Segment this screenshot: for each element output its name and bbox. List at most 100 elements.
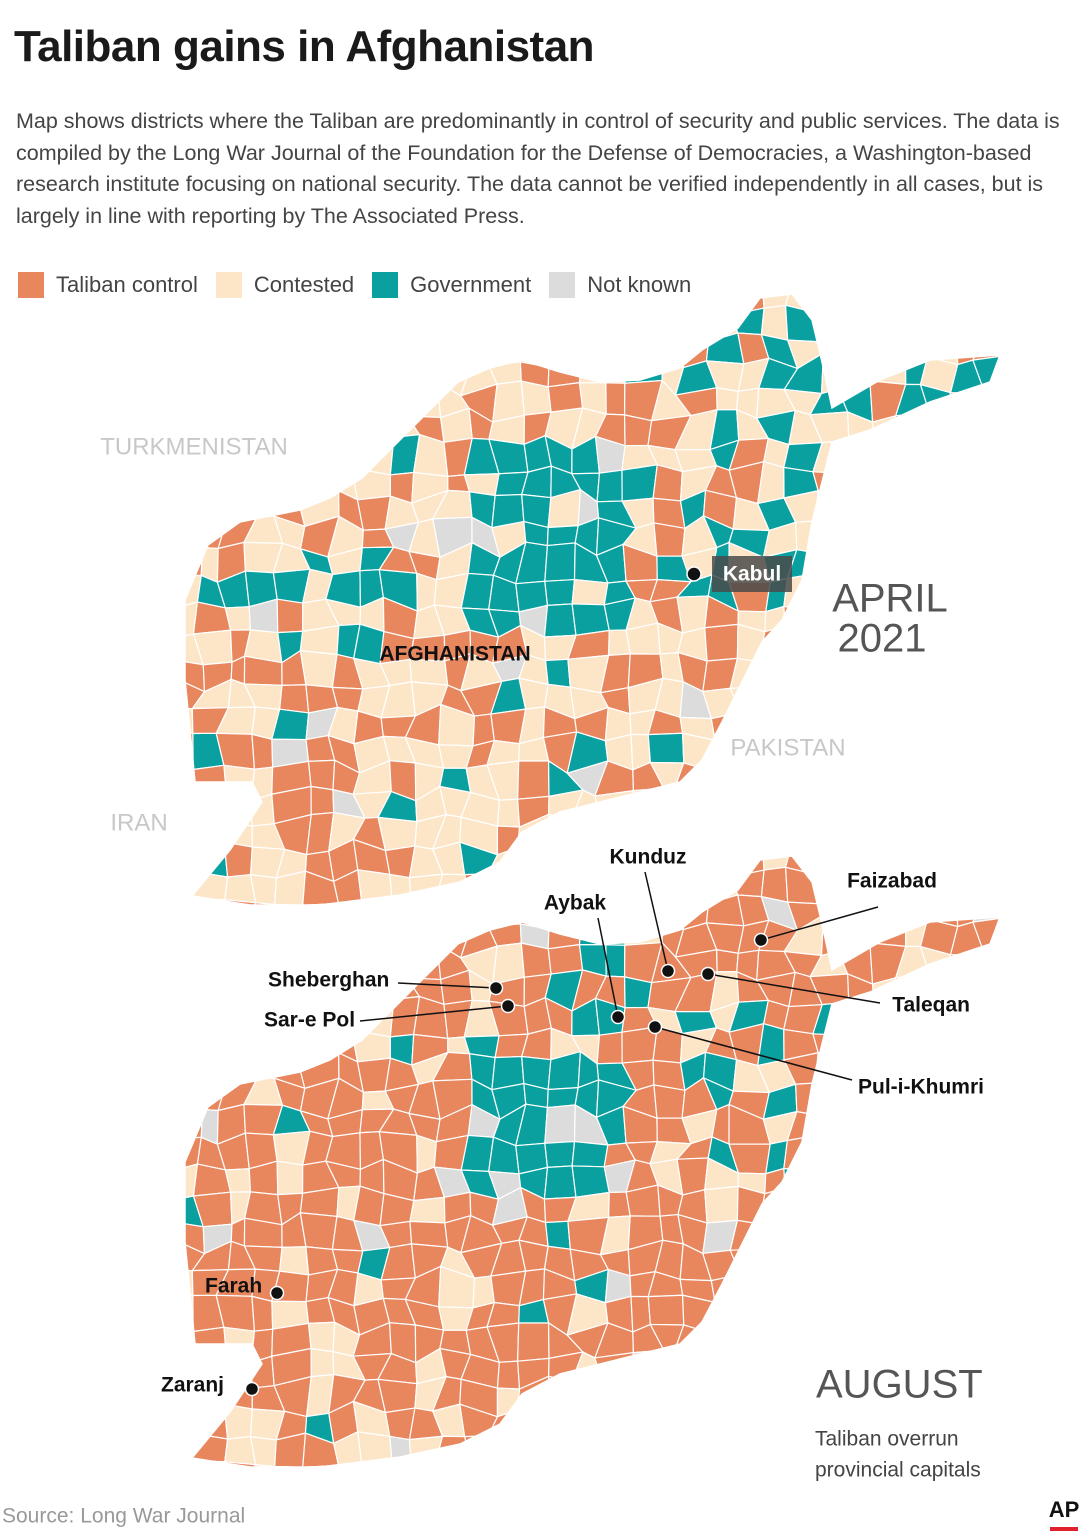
district: [974, 1189, 1000, 1228]
district: [900, 1267, 931, 1306]
district: [275, 460, 299, 502]
district: [544, 542, 576, 582]
district: [185, 1292, 194, 1333]
district: [946, 1270, 981, 1300]
district: [764, 816, 795, 847]
district: [629, 787, 665, 828]
district: [998, 653, 1000, 689]
district: [543, 1165, 577, 1200]
district: [976, 760, 1000, 793]
district: [571, 1485, 601, 1525]
district: [327, 413, 361, 445]
district: [191, 1025, 229, 1063]
district: [189, 1054, 229, 1088]
district: [782, 1216, 818, 1256]
district: [440, 331, 473, 362]
district: [784, 1278, 827, 1309]
district: [221, 1005, 254, 1031]
district: [470, 302, 496, 334]
district: [606, 1437, 628, 1467]
district: [516, 846, 554, 878]
district: [326, 331, 360, 366]
district: [944, 1107, 989, 1138]
district: [813, 1157, 850, 1198]
district: [864, 516, 898, 554]
district: [630, 1486, 660, 1517]
district: [870, 310, 907, 338]
district: [594, 332, 631, 360]
source: Source: Long War Journal: [2, 1505, 245, 1528]
district: [271, 1465, 309, 1467]
district: [890, 657, 932, 692]
district: [732, 1267, 767, 1297]
district: [487, 1435, 527, 1462]
district: [302, 1464, 340, 1467]
district: [185, 1108, 203, 1139]
district: [623, 976, 653, 1009]
district: [785, 785, 824, 818]
district: [655, 1347, 689, 1390]
district: [597, 1406, 629, 1441]
legend-item: Government: [372, 272, 531, 298]
district: [998, 1189, 1000, 1228]
district: [972, 952, 1000, 981]
district: [471, 892, 496, 928]
district: [1002, 869, 1034, 899]
district: [435, 1459, 472, 1467]
district: [649, 1406, 690, 1443]
district: [193, 973, 228, 1009]
district: [353, 362, 393, 393]
capital-label: Kabul: [723, 563, 781, 586]
district: [841, 294, 876, 316]
district: [924, 1322, 960, 1363]
district: [815, 1241, 850, 1280]
district: [978, 1135, 1000, 1169]
district: [323, 1464, 364, 1467]
district: [677, 1428, 710, 1467]
district: [621, 464, 658, 502]
city-dot: [700, 966, 716, 982]
district: [783, 1241, 827, 1280]
district: [1011, 606, 1041, 632]
district: [301, 379, 339, 420]
district: [814, 1082, 851, 1117]
district: [674, 815, 706, 849]
district: [837, 516, 868, 554]
district: [251, 733, 274, 770]
district: [977, 865, 1000, 905]
district: [543, 603, 577, 638]
district: [730, 1456, 767, 1467]
capital-box: [712, 556, 792, 592]
district: [896, 1188, 930, 1228]
legend-item: Not known: [549, 272, 691, 298]
district: [658, 1484, 690, 1524]
legend-swatch: [549, 272, 576, 298]
district: [784, 866, 820, 905]
district: [647, 1294, 685, 1326]
district: [864, 1105, 901, 1147]
district: [899, 1491, 933, 1519]
district: [547, 381, 584, 413]
district: [732, 705, 767, 735]
district: [487, 329, 523, 366]
district: [972, 977, 1000, 1012]
district: [812, 1190, 847, 1225]
district: [926, 663, 956, 692]
district: [784, 624, 821, 658]
district: [185, 839, 201, 874]
city-dot: [753, 932, 769, 948]
district: [838, 895, 872, 929]
district: [190, 819, 225, 850]
district: [783, 605, 821, 636]
district: [438, 1487, 469, 1522]
district: [575, 844, 609, 877]
district: [758, 1430, 793, 1467]
district: [817, 547, 851, 577]
district: [185, 1007, 199, 1028]
district: [309, 298, 333, 334]
district: [185, 949, 195, 981]
district: [377, 1378, 418, 1414]
district: [707, 1428, 741, 1467]
district: [1012, 446, 1036, 469]
